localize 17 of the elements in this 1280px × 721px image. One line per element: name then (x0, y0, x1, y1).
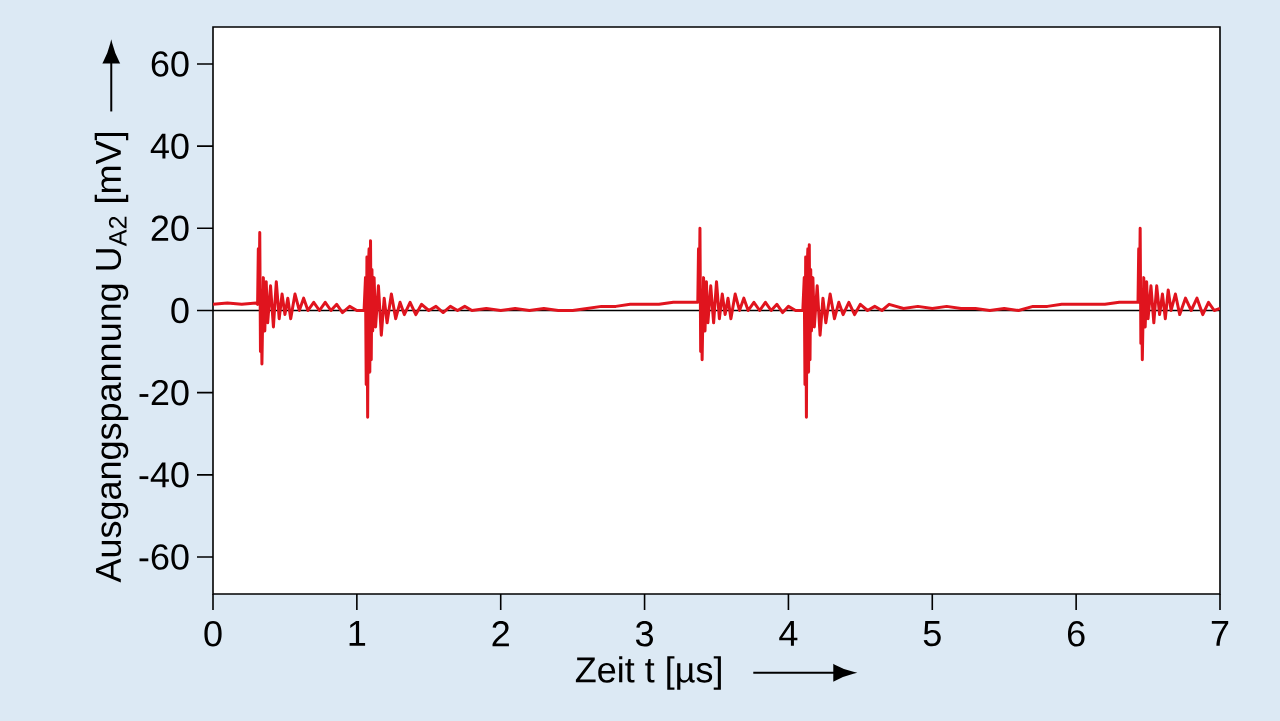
x-axis-title: Zeit t [µs] (575, 656, 721, 690)
y-tick-label: -60 (139, 544, 189, 570)
x-tick-label: 3 (635, 621, 653, 647)
x-tick-label: 5 (923, 621, 941, 647)
y-tick-label: 0 (171, 297, 189, 324)
y-tick-label: -20 (139, 379, 189, 406)
y-tick-label: 20 (151, 215, 189, 242)
y-tick-label: -40 (139, 462, 189, 488)
x-tick-label: 6 (1067, 621, 1085, 647)
x-tick-label: 0 (204, 621, 222, 647)
y-axis-title: Ausgangspannung U$_{A2}$ [mV] (94, 133, 129, 583)
x-tick-label: 4 (779, 621, 798, 646)
y-tick-label: 40 (150, 133, 189, 159)
x-tick-label: 1 (349, 621, 366, 646)
x-tick-label: 2 (492, 621, 509, 647)
x-tick-label: 7 (1211, 621, 1229, 646)
y-tick-label: 60 (151, 51, 189, 77)
